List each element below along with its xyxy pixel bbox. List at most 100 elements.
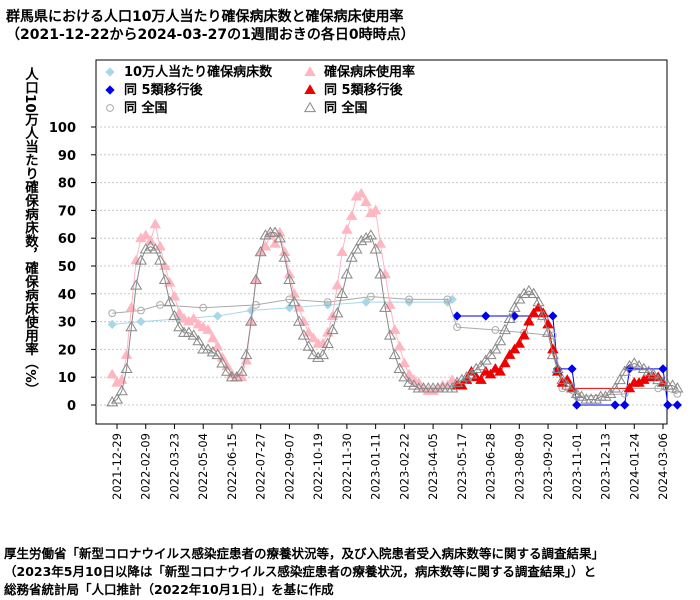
series-usage-rate-national-point (570, 387, 583, 399)
series-usage-rate-national-point (546, 348, 559, 360)
series-usage-rate-point (398, 357, 411, 368)
series-usage-rate-national-point (268, 226, 282, 237)
series-bed-count-national-point (491, 326, 500, 334)
series-usage-rate-national-point (604, 387, 617, 399)
x-tick-label: 2024-03-06 (656, 433, 670, 500)
series-bed-count-national-point (548, 331, 557, 340)
legend-usage-rate-label: 確保病床使用率 (324, 64, 415, 80)
series-usage-rate-national-point (278, 251, 291, 262)
series-usage-rate-national-point (283, 273, 296, 285)
series-usage-rate-national-point (245, 315, 258, 326)
series-bed-count-national-point (108, 309, 117, 318)
series-usage-rate-national-point (561, 379, 574, 390)
series-usage-rate-national-point (398, 371, 411, 382)
series-usage-rate-national-point (369, 243, 382, 254)
series-usage-rate-national-point (460, 371, 473, 382)
series-usage-rate-point (355, 187, 367, 198)
series-usage-rate-point (144, 235, 157, 245)
series-usage-rate-national-point (187, 329, 200, 340)
series-usage-rate-national-point (206, 345, 219, 357)
series-usage-rate-national-point (211, 348, 224, 360)
legend-bed-count-label: 10万人当たり確保病床数 (124, 64, 273, 80)
series-usage-rate-national-point (106, 396, 119, 407)
series-usage-rate-post-point (523, 315, 535, 326)
series-usage-rate-national-point (551, 362, 564, 373)
series-usage-rate-national-point (168, 309, 181, 321)
series-usage-rate-point (389, 324, 401, 334)
legend-usage-rate-marker (304, 66, 316, 76)
y-tick-label: 0 (67, 399, 76, 414)
series-usage-rate-point (120, 349, 133, 359)
series-bed-count-post-point (572, 400, 582, 410)
series-usage-rate-national-point (326, 323, 339, 335)
series-usage-rate-point (140, 229, 152, 240)
series-bed-count-post-point (610, 400, 620, 410)
legend-bed-count-marker (105, 67, 115, 77)
series-usage-rate-point (345, 210, 358, 220)
series-usage-rate-national-point (666, 379, 679, 390)
y-tick-label: 50 (58, 260, 76, 275)
series-usage-rate-national-point (537, 309, 550, 321)
series-bed-count-national-point (443, 295, 452, 304)
legend-usage-rate-post-marker (304, 84, 316, 94)
series-usage-rate-national-point (115, 384, 128, 396)
series-usage-rate-national-point (450, 376, 464, 387)
series-usage-rate-point (331, 279, 344, 290)
series-usage-rate-national-point (498, 323, 512, 335)
series-bed-count-national-point (673, 389, 682, 398)
series-usage-rate-national-point (221, 365, 234, 376)
series-usage-rate-national-point (173, 320, 186, 332)
x-tick-label: 2022-10-19 (311, 433, 325, 500)
y-tick-label: 20 (58, 343, 76, 358)
y-tick-label: 10 (58, 371, 76, 386)
series-usage-rate-national-point (149, 243, 162, 254)
series-bed-count-national-point (620, 389, 629, 398)
series-usage-rate-national-point (513, 293, 526, 304)
series-usage-rate-national-point (589, 393, 603, 404)
series-usage-rate-national-point (331, 307, 344, 318)
x-tick-label: 2022-03-23 (167, 433, 181, 500)
series-usage-rate-national-point (465, 368, 478, 379)
series-usage-rate-national-point (565, 382, 579, 393)
series-usage-rate-national-point (484, 348, 497, 360)
series-usage-rate-national-point (474, 359, 488, 371)
series-usage-rate-national-point (359, 232, 373, 243)
series-usage-rate-national-point (350, 243, 363, 254)
series-usage-rate-national-point (340, 268, 353, 279)
series-usage-rate-national-point (532, 295, 545, 307)
series-usage-rate-point (369, 204, 382, 215)
series-usage-rate-point (149, 218, 162, 229)
series-bed-count-point (136, 316, 146, 327)
series-usage-rate-post-point (518, 329, 530, 340)
series-usage-rate-national-point (345, 251, 358, 262)
series-usage-rate-national-point (110, 393, 124, 404)
legend-usage-rate-national-label: 同 全国 (324, 100, 368, 116)
chart-subtitle: （2021-12-22から2024-03-27の1週間おきの各日0時時点） (6, 27, 415, 43)
series-bed-count-national-point (453, 323, 461, 332)
series-bed-count-national-point (366, 292, 375, 301)
series-bed-count-national-point (156, 301, 165, 309)
series-bed-count-post-point (548, 311, 558, 321)
x-tick-label: 2022-05-04 (196, 433, 210, 500)
series-bed-count-point (361, 297, 371, 307)
series-usage-rate-national-point (671, 382, 684, 393)
series-bed-count-national-point (137, 306, 145, 315)
x-tick-label: 2022-02-09 (139, 433, 153, 500)
x-tick-label: 2022-06-15 (225, 433, 239, 500)
series-usage-rate-national-point (312, 351, 325, 362)
series-usage-rate-national-point (249, 273, 262, 285)
series-usage-rate-national-point (388, 348, 401, 360)
series-usage-rate-national-point (393, 362, 406, 373)
series-bed-count-point (107, 319, 117, 330)
x-tick-label: 2023-05-17 (455, 433, 469, 500)
series-bed-count-post-point (481, 311, 491, 321)
series-usage-rate-national-point (273, 232, 286, 243)
series-usage-rate-national-point (479, 354, 492, 365)
series-usage-rate-national-point (163, 295, 176, 307)
series-usage-rate-national-point (230, 371, 243, 382)
legend-usage-rate-post-label: 同 5類移行後 (324, 82, 404, 98)
series-usage-rate-national-point (527, 287, 540, 298)
series-usage-rate-national-point (216, 357, 229, 368)
series-bed-count-post-point (624, 364, 635, 374)
series-usage-rate-national-point (158, 273, 171, 285)
